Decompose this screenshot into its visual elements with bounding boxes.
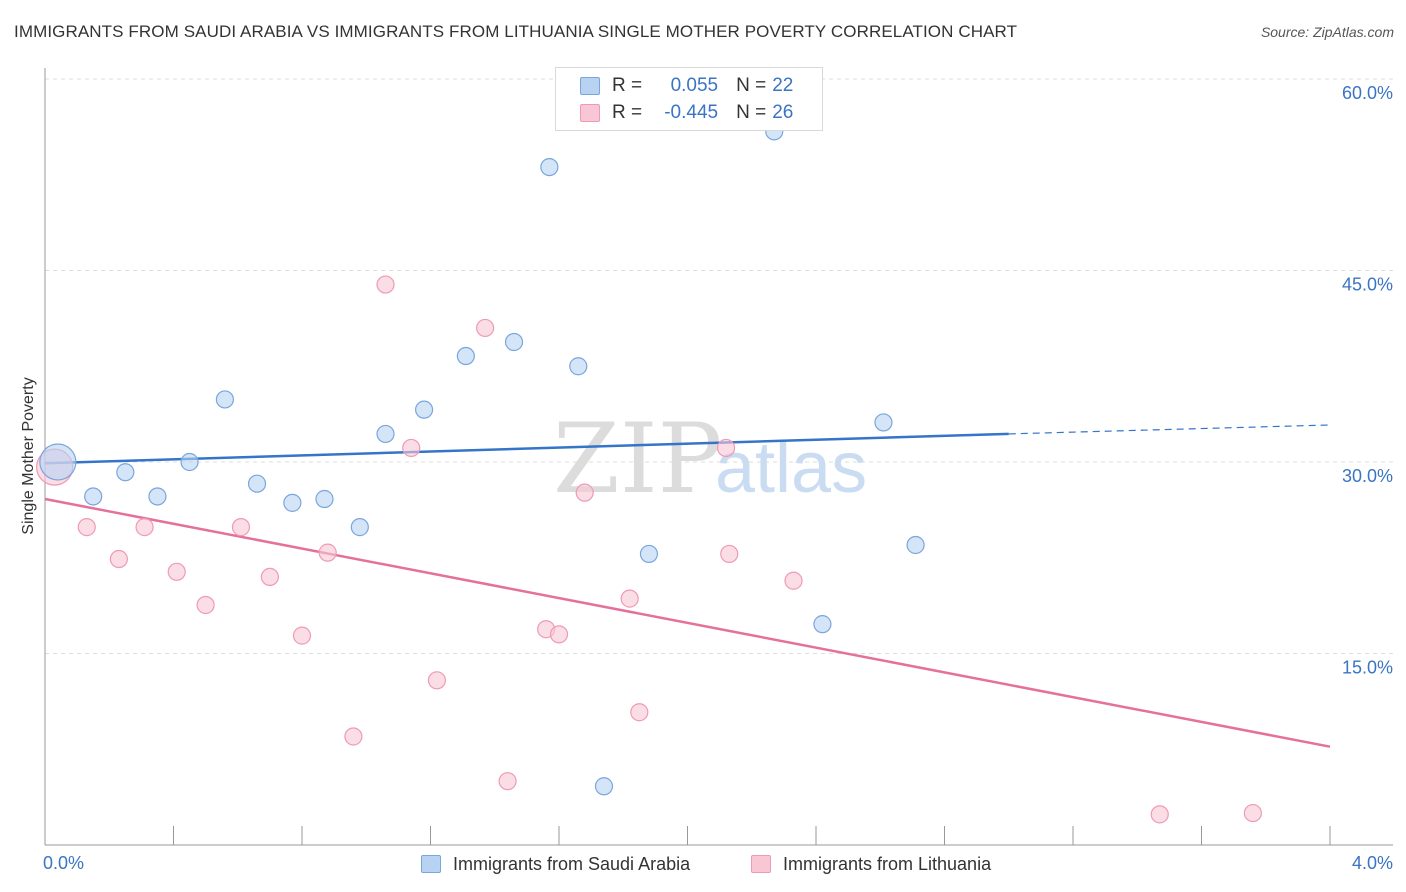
legend-n-value: 22 xyxy=(772,75,794,96)
point-lithuania xyxy=(620,589,639,608)
y-tick-label: 15.0% xyxy=(1342,658,1393,678)
point-lithuania xyxy=(109,549,128,569)
legend-row-saudi-arabia: R = 0.055 N = 22 xyxy=(580,74,793,98)
point-saudi-arabia xyxy=(540,157,559,177)
point-lithuania xyxy=(1150,805,1169,824)
source-label: Source: ZipAtlas.com xyxy=(1260,24,1394,40)
point-saudi-arabia xyxy=(39,443,77,481)
point-saudi-arabia xyxy=(283,493,302,512)
legend-n-label: N = xyxy=(736,75,767,96)
point-lithuania xyxy=(196,595,215,615)
legend-n-label: N = xyxy=(736,102,767,123)
legend-n-value: 26 xyxy=(772,102,794,123)
data-points xyxy=(36,122,1263,824)
point-saudi-arabia xyxy=(569,357,588,376)
point-saudi-arabia xyxy=(639,544,659,564)
y-tick-label: 45.0% xyxy=(1342,275,1393,295)
bottom-legend-label-lithuania: Immigrants from Lithuania xyxy=(783,853,992,874)
point-saudi-arabia xyxy=(414,400,434,419)
point-lithuania xyxy=(376,275,395,294)
trend-lines xyxy=(44,424,1331,748)
bottom-legend-swatch-pink xyxy=(751,855,771,873)
y-axis-label: Single Mother Poverty xyxy=(20,377,37,535)
point-lithuania xyxy=(135,518,154,537)
point-lithuania xyxy=(720,544,739,564)
point-lithuania xyxy=(1243,803,1263,823)
grid-lines xyxy=(45,78,1393,654)
point-lithuania xyxy=(292,626,312,645)
y-tick-label: 30.0% xyxy=(1342,466,1393,486)
point-saudi-arabia xyxy=(906,535,925,555)
point-saudi-arabia xyxy=(874,413,893,432)
legend-r-value: -0.445 xyxy=(664,102,719,123)
bottom-legend-swatch-blue xyxy=(421,855,441,873)
legend-swatch-blue xyxy=(580,77,600,95)
point-lithuania xyxy=(77,518,96,537)
correlation-legend: R = 0.055 N = 22 R = -0.445 N = 26 xyxy=(555,67,823,131)
point-lithuania xyxy=(344,727,363,746)
bottom-legend-lithuania: Immigrants from Lithuania xyxy=(751,852,991,876)
trend-line-extension-saudi-arabia xyxy=(1008,424,1331,435)
chart-title: IMMIGRANTS FROM SAUDI ARABIA VS IMMIGRAN… xyxy=(14,22,1018,41)
trend-line-saudi-arabia xyxy=(44,432,1009,465)
point-saudi-arabia xyxy=(148,487,167,506)
x-tick-label: 0.0% xyxy=(43,853,84,873)
legend-row-lithuania: R = -0.445 N = 26 xyxy=(580,101,793,125)
point-lithuania xyxy=(575,483,594,502)
point-lithuania xyxy=(427,671,447,690)
point-lithuania xyxy=(549,625,569,644)
bottom-legend-label-saudi-arabia: Immigrants from Saudi Arabia xyxy=(453,853,691,874)
y-tick-label: 60.0% xyxy=(1342,83,1393,103)
legend-r-label: R = xyxy=(612,75,643,96)
point-lithuania xyxy=(716,438,736,458)
point-saudi-arabia xyxy=(456,346,475,366)
point-lithuania xyxy=(784,571,803,590)
point-lithuania xyxy=(318,543,337,562)
point-saudi-arabia xyxy=(350,518,369,537)
point-saudi-arabia xyxy=(594,777,614,796)
legend-swatch-pink xyxy=(580,104,600,122)
point-saudi-arabia xyxy=(504,332,524,352)
point-saudi-arabia xyxy=(813,615,832,634)
point-saudi-arabia xyxy=(180,452,199,472)
point-lithuania xyxy=(167,562,186,581)
point-lithuania xyxy=(630,703,649,722)
point-lithuania xyxy=(260,567,279,587)
point-lithuania xyxy=(476,318,495,338)
point-saudi-arabia xyxy=(247,474,267,493)
point-saudi-arabia xyxy=(315,489,334,509)
point-saudi-arabia xyxy=(215,390,234,409)
bottom-legend-saudi-arabia: Immigrants from Saudi Arabia xyxy=(421,852,690,876)
point-saudi-arabia xyxy=(376,424,395,444)
tick-labels: 15.0% 30.0% 45.0% 60.0% 0.0% 4.0% xyxy=(43,83,1393,873)
point-lithuania xyxy=(498,772,517,791)
x-tick-label: 4.0% xyxy=(1352,853,1393,873)
point-lithuania xyxy=(402,438,421,458)
trend-line-lithuania xyxy=(44,497,1331,748)
legend-r-label: R = xyxy=(612,102,643,123)
point-saudi-arabia xyxy=(116,463,135,482)
point-saudi-arabia xyxy=(84,487,103,506)
legend-r-value: 0.055 xyxy=(670,75,719,96)
point-lithuania xyxy=(231,518,251,537)
